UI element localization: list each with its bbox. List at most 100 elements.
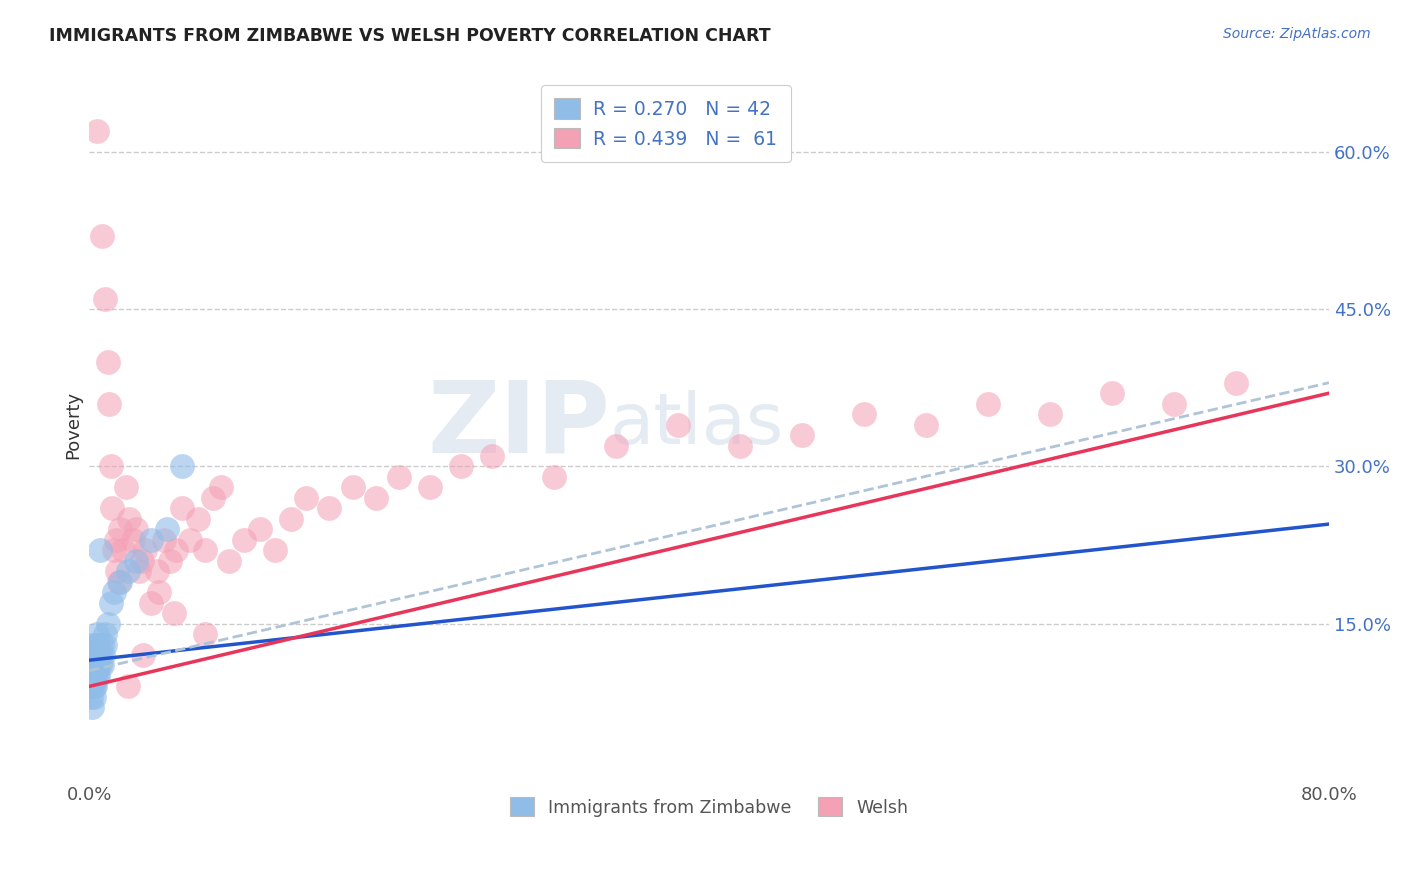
Point: [141, 533, 163, 547]
Point: [87, 669, 110, 683]
Point: [117, 680, 139, 694]
Point: [87, 648, 110, 662]
Point: [146, 564, 169, 578]
Point: [977, 397, 1000, 411]
Point: [100, 596, 122, 610]
Point: [83, 658, 105, 673]
Point: [103, 543, 125, 558]
Point: [194, 543, 217, 558]
Point: [90, 658, 112, 673]
Point: [90, 638, 112, 652]
Point: [1163, 397, 1185, 411]
Y-axis label: Poverty: Poverty: [65, 391, 82, 458]
Point: [93, 627, 115, 641]
Point: [543, 470, 565, 484]
Point: [209, 480, 232, 494]
Point: [83, 690, 105, 704]
Point: [82, 700, 104, 714]
Point: [481, 449, 503, 463]
Point: [187, 512, 209, 526]
Point: [1225, 376, 1247, 390]
Point: [148, 585, 170, 599]
Point: [605, 438, 627, 452]
Point: [118, 512, 141, 526]
Point: [90, 229, 112, 244]
Point: [131, 554, 153, 568]
Point: [280, 512, 302, 526]
Point: [318, 501, 340, 516]
Point: [790, 428, 813, 442]
Point: [853, 407, 876, 421]
Point: [134, 543, 156, 558]
Point: [112, 543, 135, 558]
Point: [97, 616, 120, 631]
Point: [1039, 407, 1062, 421]
Point: [450, 459, 472, 474]
Point: [666, 417, 689, 432]
Point: [419, 480, 441, 494]
Point: [915, 417, 938, 432]
Point: [218, 554, 240, 568]
Point: [117, 564, 139, 578]
Text: IMMIGRANTS FROM ZIMBABWE VS WELSH POVERTY CORRELATION CHART: IMMIGRANTS FROM ZIMBABWE VS WELSH POVERT…: [49, 27, 770, 45]
Point: [82, 680, 104, 694]
Point: [83, 648, 105, 662]
Point: [264, 543, 287, 558]
Point: [104, 533, 127, 547]
Point: [194, 627, 217, 641]
Legend: Immigrants from Zimbabwe, Welsh: Immigrants from Zimbabwe, Welsh: [502, 789, 917, 825]
Point: [80, 690, 103, 704]
Point: [202, 491, 225, 505]
Point: [98, 397, 121, 411]
Point: [89, 543, 111, 558]
Point: [172, 459, 194, 474]
Point: [87, 658, 110, 673]
Point: [124, 554, 146, 568]
Point: [159, 554, 181, 568]
Point: [89, 658, 111, 673]
Point: [295, 491, 318, 505]
Point: [86, 124, 108, 138]
Point: [364, 491, 387, 505]
Point: [124, 522, 146, 536]
Point: [108, 522, 131, 536]
Point: [388, 470, 411, 484]
Point: [107, 574, 129, 589]
Point: [91, 648, 114, 662]
Point: [121, 533, 143, 547]
Point: [101, 501, 124, 516]
Point: [93, 638, 115, 652]
Point: [84, 669, 107, 683]
Point: [82, 658, 104, 673]
Point: [132, 648, 155, 662]
Text: Source: ZipAtlas.com: Source: ZipAtlas.com: [1223, 27, 1371, 41]
Point: [179, 533, 201, 547]
Point: [86, 658, 108, 673]
Point: [84, 648, 107, 662]
Point: [84, 680, 107, 694]
Point: [100, 459, 122, 474]
Point: [89, 648, 111, 662]
Point: [172, 501, 194, 516]
Point: [84, 638, 107, 652]
Point: [86, 627, 108, 641]
Point: [728, 438, 751, 452]
Point: [108, 574, 131, 589]
Point: [163, 606, 186, 620]
Point: [93, 292, 115, 306]
Point: [105, 564, 128, 578]
Point: [86, 669, 108, 683]
Point: [165, 543, 187, 558]
Point: [87, 638, 110, 652]
Text: atlas: atlas: [610, 390, 785, 459]
Point: [83, 669, 105, 683]
Point: [82, 669, 104, 683]
Point: [233, 533, 256, 547]
Point: [115, 480, 138, 494]
Point: [128, 564, 150, 578]
Point: [156, 522, 179, 536]
Point: [103, 585, 125, 599]
Point: [86, 648, 108, 662]
Point: [97, 355, 120, 369]
Point: [249, 522, 271, 536]
